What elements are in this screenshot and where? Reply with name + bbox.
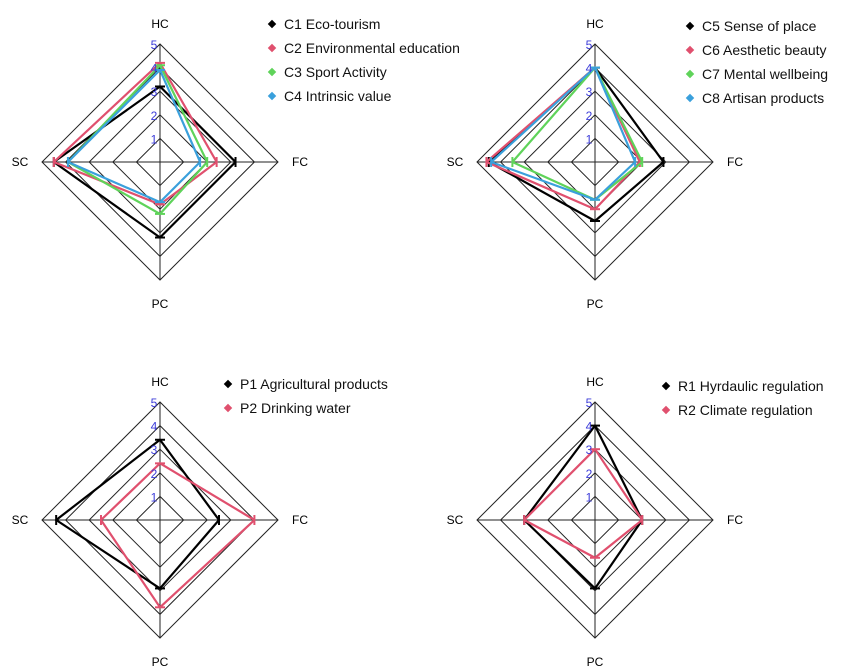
radar-grid — [41, 43, 279, 281]
legend-item: R1 Hyrdaulic regulation — [661, 378, 824, 394]
tick-label-5: 5 — [586, 38, 593, 52]
series-4 — [66, 68, 202, 204]
tick-label-1: 1 — [151, 490, 158, 504]
radar-grid — [476, 401, 714, 639]
legend-label: C1 Eco-tourism — [284, 16, 380, 32]
legend-marker — [685, 45, 695, 55]
legend-item: C6 Aesthetic beauty — [685, 42, 827, 58]
legend-marker — [223, 403, 233, 413]
legend-label: C5 Sense of place — [702, 18, 817, 34]
legend-marker — [685, 93, 695, 103]
series-2 — [523, 448, 644, 559]
tick-label-5: 5 — [151, 38, 158, 52]
legend-marker — [267, 43, 277, 53]
axis-label-pc: PC — [152, 297, 169, 311]
tick-label-2: 2 — [586, 109, 593, 123]
series-line — [55, 438, 221, 590]
tick-label-2: 2 — [586, 467, 593, 481]
radar-chart-3: HC FC PC SC 1 2 3 4 5 P1 Agricultural products P2 … — [12, 375, 388, 669]
series-1 — [523, 424, 644, 590]
legend-marker — [223, 379, 233, 389]
legend-item: C5 Sense of place — [685, 18, 817, 34]
axis-label-fc: FC — [292, 155, 308, 169]
tick-label-2: 2 — [151, 109, 158, 123]
legend-label: C3 Sport Activity — [284, 64, 387, 80]
legend-marker — [661, 405, 671, 415]
legend-marker — [267, 19, 277, 29]
axis-label-fc: FC — [292, 513, 308, 527]
tick-label-3: 3 — [151, 443, 158, 457]
legend-label: R2 Climate regulation — [678, 402, 813, 418]
legend-label: C2 Environmental education — [284, 40, 460, 56]
radar-chart-2: HC FC PC SC 1 2 3 4 5 C5 Sense of place C6 Aesthet… — [447, 17, 828, 311]
legend-item: C1 Eco-tourism — [267, 16, 380, 32]
legend: R1 Hyrdaulic regulation R2 Climate regula… — [661, 378, 824, 418]
legend-label: C7 Mental wellbeing — [702, 66, 828, 82]
axis-label-pc: PC — [587, 297, 604, 311]
legend-label: R1 Hyrdaulic regulation — [678, 378, 824, 394]
axis-label-sc: SC — [12, 513, 29, 527]
tick-label-4: 4 — [151, 62, 158, 76]
axis-label-sc: SC — [447, 513, 464, 527]
axis-label-pc: PC — [152, 655, 169, 669]
radar-chart-4: HC FC PC SC 1 2 3 4 5 R1 Hyrdaulic regulation R2 C… — [447, 375, 824, 669]
radar-chart-1: HC FC PC SC 1 2 3 4 5 C1 Eco-tourism C2 Environmen… — [12, 16, 460, 311]
legend-item: R2 Climate regulation — [661, 402, 813, 418]
series-2 — [52, 61, 218, 206]
legend-item: C3 Sport Activity — [267, 64, 387, 80]
tick-label-5: 5 — [151, 396, 158, 410]
series-2 — [99, 462, 256, 609]
legend-label: C4 Intrinsic value — [284, 88, 392, 104]
tick-label-1: 1 — [586, 490, 593, 504]
series-line — [523, 448, 644, 559]
tick-label-3: 3 — [151, 85, 158, 99]
legend-item: C7 Mental wellbeing — [685, 66, 828, 82]
tick-label-4: 4 — [586, 62, 593, 76]
axis-label-sc: SC — [447, 155, 464, 169]
series-2 — [485, 66, 641, 211]
legend-label: C6 Aesthetic beauty — [702, 42, 827, 58]
legend-item: C2 Environmental education — [267, 40, 460, 56]
series-line — [523, 424, 644, 590]
legend-marker — [685, 69, 695, 79]
legend-item: P1 Agricultural products — [223, 376, 388, 392]
axis-label-fc: FC — [727, 513, 743, 527]
series-1 — [55, 438, 221, 590]
legend-marker — [661, 381, 671, 391]
series-4 — [490, 66, 637, 201]
axis-label-hc: HC — [151, 375, 169, 389]
legend: P1 Agricultural products P2 Drinking wate… — [223, 376, 388, 416]
tick-label-3: 3 — [586, 85, 593, 99]
legend-label: P1 Agricultural products — [240, 376, 388, 392]
legend-label: P2 Drinking water — [240, 400, 351, 416]
tick-label-5: 5 — [586, 396, 593, 410]
legend-marker — [267, 67, 277, 77]
tick-label-1: 1 — [151, 132, 158, 146]
legend-marker — [267, 91, 277, 101]
legend-item: C8 Artisan products — [685, 90, 824, 106]
axis-label-fc: FC — [727, 155, 743, 169]
tick-label-3: 3 — [586, 443, 593, 457]
tick-label-4: 4 — [151, 420, 158, 434]
axis-label-hc: HC — [151, 17, 169, 31]
legend-label: C8 Artisan products — [702, 90, 824, 106]
legend-item: C4 Intrinsic value — [267, 88, 392, 104]
tick-label-4: 4 — [586, 420, 593, 434]
series-line — [66, 68, 202, 204]
legend: C5 Sense of place C6 Aesthetic beauty C7 M… — [685, 18, 828, 106]
axis-label-hc: HC — [586, 17, 604, 31]
tick-label-2: 2 — [151, 467, 158, 481]
legend: C1 Eco-tourism C2 Environmental education… — [267, 16, 460, 104]
axis-label-sc: SC — [12, 155, 29, 169]
legend-marker — [685, 21, 695, 31]
axis-label-pc: PC — [587, 655, 604, 669]
legend-item: P2 Drinking water — [223, 400, 351, 416]
radar-grid — [41, 401, 279, 639]
axis-label-hc: HC — [586, 375, 604, 389]
tick-label-1: 1 — [586, 132, 593, 146]
